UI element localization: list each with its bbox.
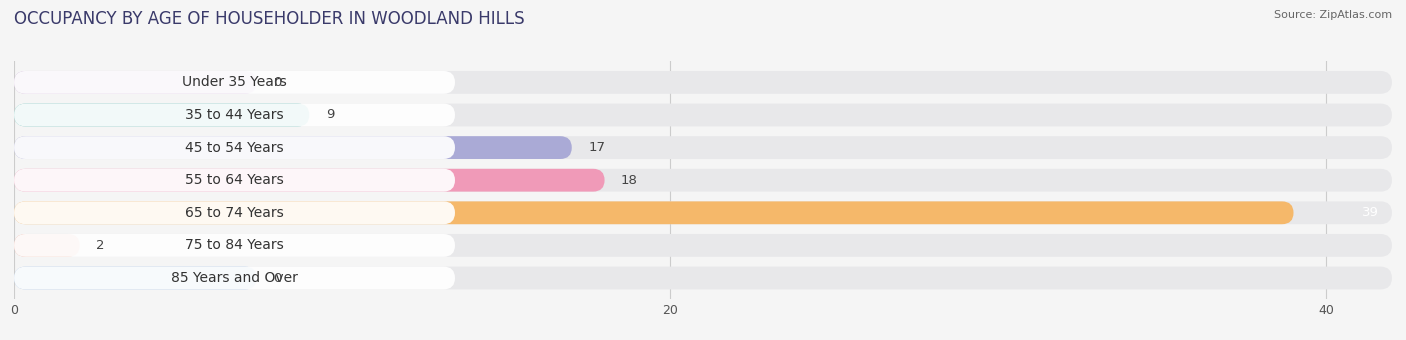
FancyBboxPatch shape	[14, 104, 309, 126]
Text: OCCUPANCY BY AGE OF HOUSEHOLDER IN WOODLAND HILLS: OCCUPANCY BY AGE OF HOUSEHOLDER IN WOODL…	[14, 10, 524, 28]
FancyBboxPatch shape	[14, 267, 1392, 289]
FancyBboxPatch shape	[14, 136, 572, 159]
Text: 2: 2	[96, 239, 104, 252]
Text: 39: 39	[1362, 206, 1379, 219]
Text: 75 to 84 Years: 75 to 84 Years	[186, 238, 284, 252]
FancyBboxPatch shape	[14, 136, 456, 159]
Text: 35 to 44 Years: 35 to 44 Years	[186, 108, 284, 122]
Text: 0: 0	[273, 272, 281, 285]
FancyBboxPatch shape	[14, 71, 1392, 94]
FancyBboxPatch shape	[14, 201, 1294, 224]
FancyBboxPatch shape	[14, 136, 1392, 159]
Text: 65 to 74 Years: 65 to 74 Years	[186, 206, 284, 220]
Text: 18: 18	[621, 174, 638, 187]
FancyBboxPatch shape	[14, 234, 80, 257]
Text: Under 35 Years: Under 35 Years	[183, 75, 287, 89]
FancyBboxPatch shape	[14, 201, 456, 224]
Text: 17: 17	[588, 141, 605, 154]
FancyBboxPatch shape	[14, 104, 1392, 126]
FancyBboxPatch shape	[14, 104, 456, 126]
FancyBboxPatch shape	[14, 169, 456, 192]
FancyBboxPatch shape	[14, 267, 256, 289]
FancyBboxPatch shape	[14, 201, 1392, 224]
Text: 9: 9	[326, 108, 335, 121]
FancyBboxPatch shape	[14, 234, 1392, 257]
FancyBboxPatch shape	[14, 169, 1392, 192]
Text: 45 to 54 Years: 45 to 54 Years	[186, 141, 284, 155]
Text: 0: 0	[273, 76, 281, 89]
FancyBboxPatch shape	[14, 71, 256, 94]
FancyBboxPatch shape	[14, 169, 605, 192]
Text: Source: ZipAtlas.com: Source: ZipAtlas.com	[1274, 10, 1392, 20]
FancyBboxPatch shape	[14, 234, 456, 257]
FancyBboxPatch shape	[14, 267, 456, 289]
FancyBboxPatch shape	[14, 71, 456, 94]
Text: 55 to 64 Years: 55 to 64 Years	[186, 173, 284, 187]
Text: 85 Years and Over: 85 Years and Over	[172, 271, 298, 285]
